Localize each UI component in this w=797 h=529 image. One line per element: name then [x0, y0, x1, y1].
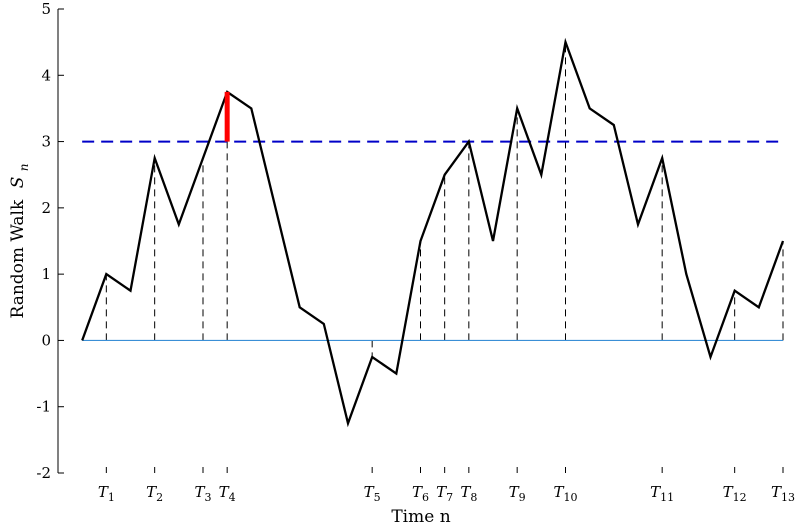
x-tick-label: T5 [364, 483, 381, 504]
y-axis-label-symbol: S [8, 177, 28, 189]
y-tick-label: 1 [41, 265, 51, 283]
y-tick-label: -1 [36, 398, 51, 416]
x-tick-label: T9 [509, 483, 526, 504]
x-tick-label: T4 [219, 483, 236, 504]
x-tick-label: T8 [460, 483, 477, 504]
x-tick-label: T7 [436, 483, 453, 504]
x-tick-label: T13 [771, 483, 795, 504]
x-tick-label: T10 [553, 483, 577, 504]
labels-layer: T1 T2 T3 T4 T5 T6 T7 T8 T9 T10 T11 T12 T13 [98, 483, 795, 504]
x-tick-label: T2 [146, 483, 163, 504]
y-tick-label: 0 [41, 331, 51, 349]
reference-lines [82, 140, 783, 342]
x-tick-label: T12 [723, 483, 747, 504]
x-axis-label: Time n [391, 507, 450, 527]
series-layer [81, 37, 785, 428]
x-tick-label: T1 [98, 483, 115, 504]
y-axis-label-text: Random Walk [8, 199, 28, 318]
x-tick-label: T3 [194, 483, 211, 504]
axes: -2 -1 0 1 2 3 4 5 [36, 0, 784, 482]
random-walk-line [81, 37, 785, 428]
y-axis-label-subscript: n [17, 164, 31, 172]
x-tick-label: T11 [650, 483, 674, 504]
y-tick-label: 2 [41, 199, 51, 217]
drop-lines [105, 42, 784, 357]
y-axis-label: Random Walk S n [8, 164, 31, 319]
y-tick-label: 4 [41, 66, 51, 84]
y-tick-label: -2 [36, 464, 51, 482]
y-tick-label: 5 [41, 0, 51, 18]
x-tick-label: T6 [412, 483, 429, 504]
y-tick-label: 3 [41, 133, 51, 151]
